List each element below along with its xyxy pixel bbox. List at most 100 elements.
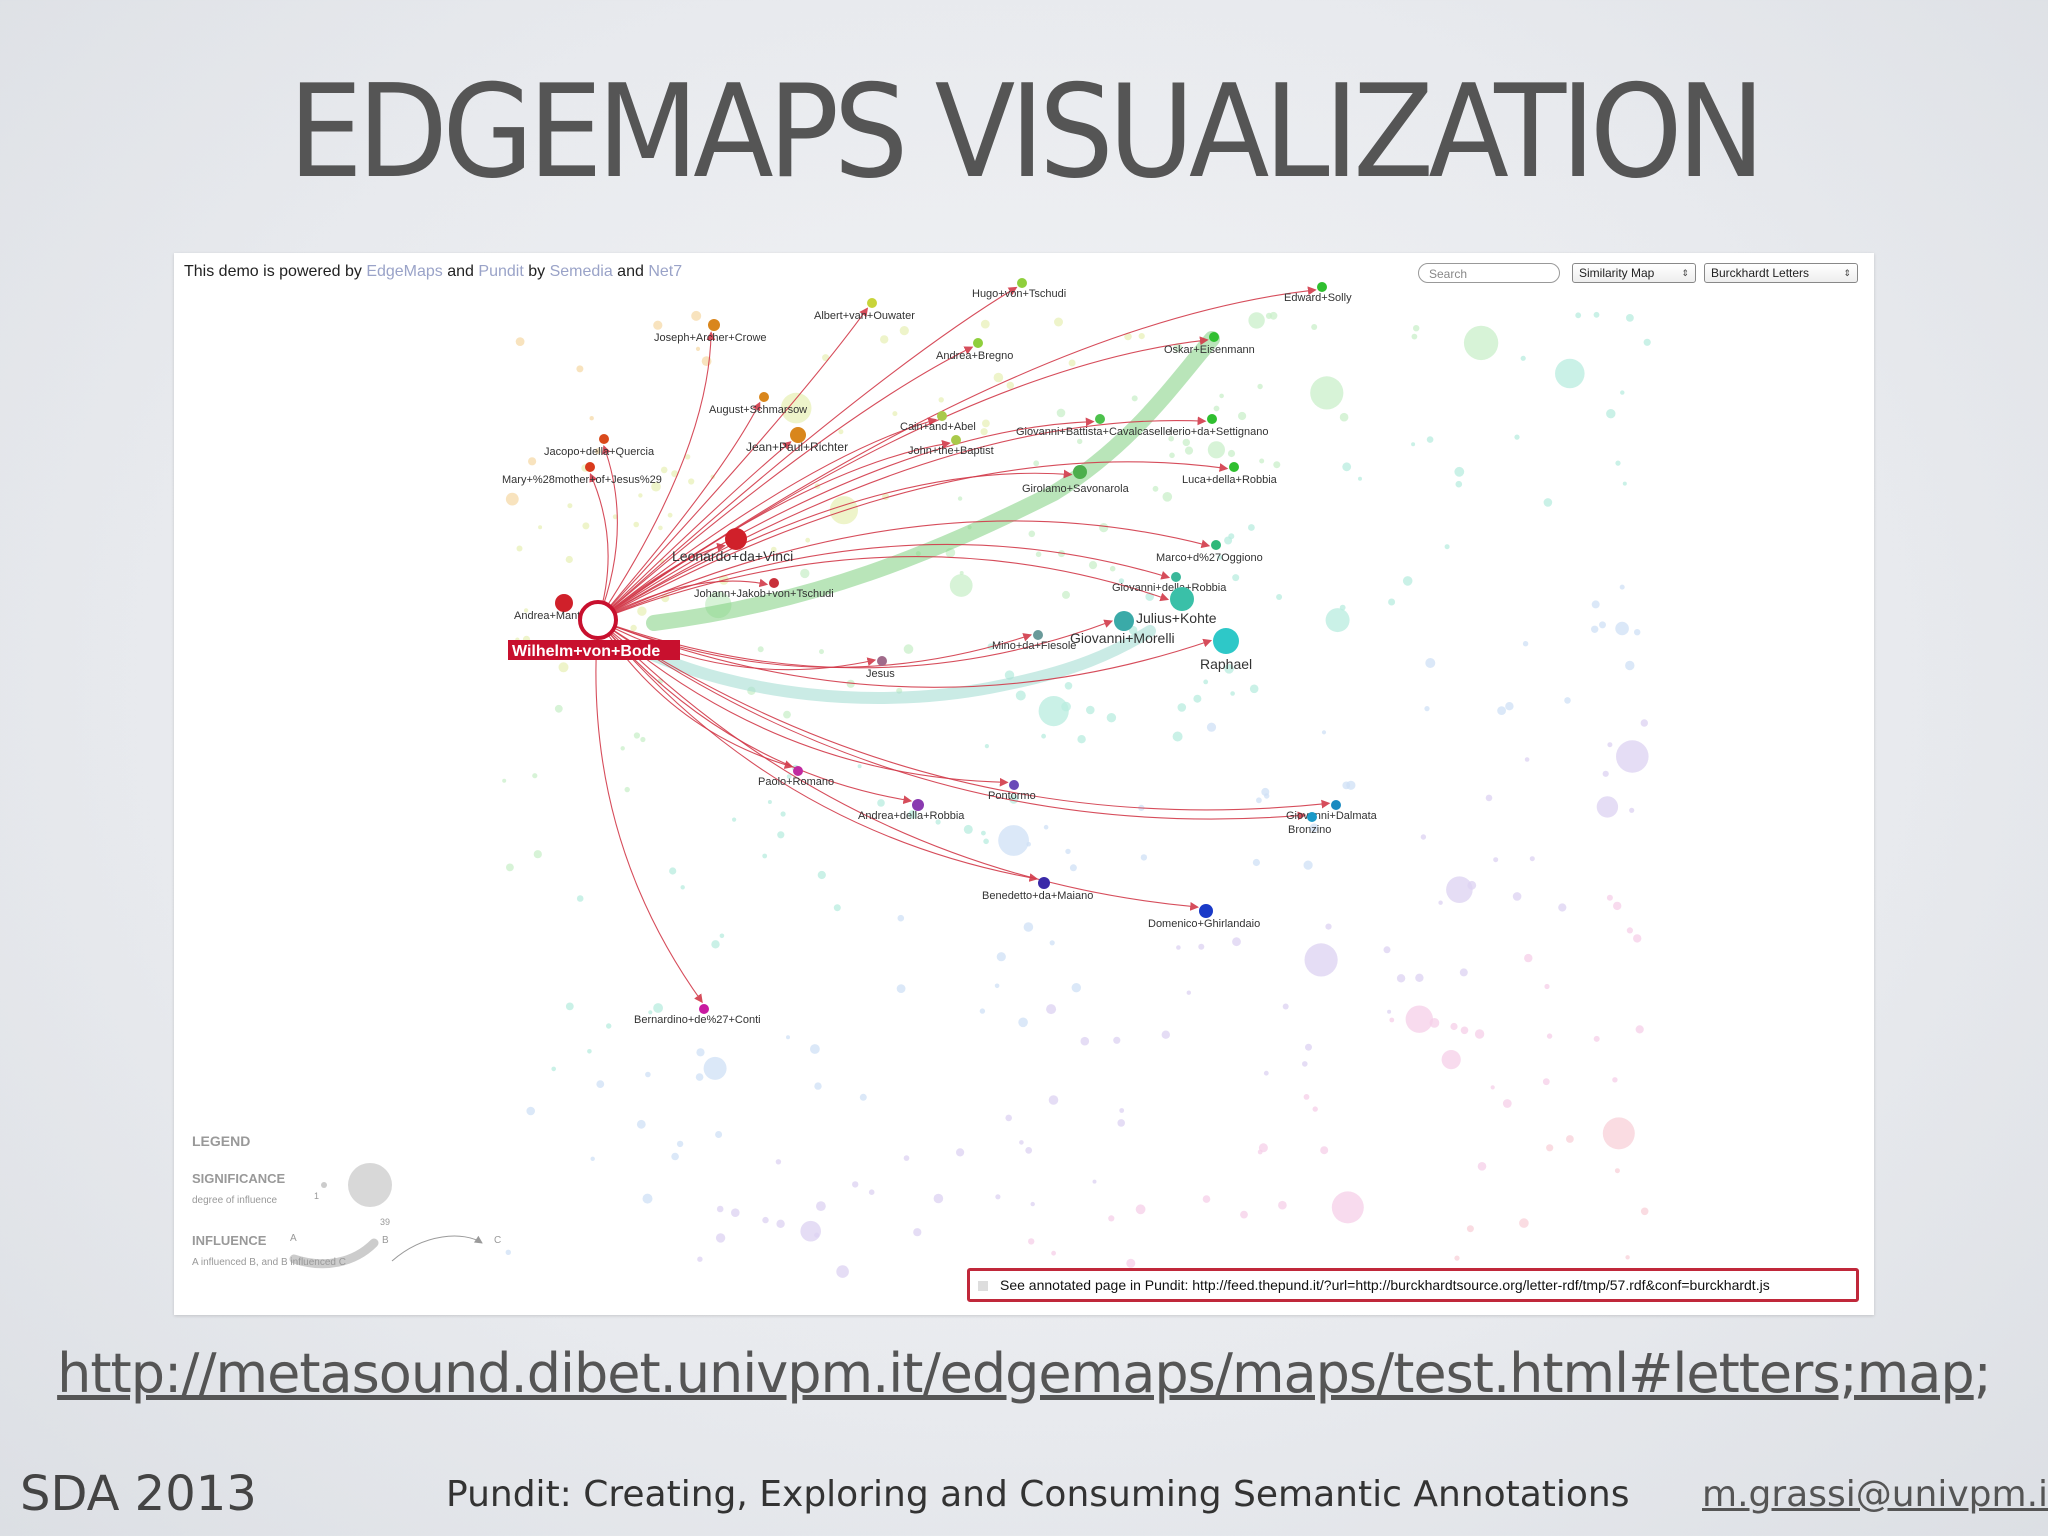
background-node: [516, 545, 523, 552]
background-node: [1405, 1005, 1434, 1033]
background-node: [642, 1193, 653, 1204]
background-node: [833, 904, 841, 912]
background-node: [980, 319, 990, 329]
background-node: [1512, 892, 1522, 901]
node-label: Giovanni+Dalmata: [1286, 810, 1378, 822]
graph-node: [1199, 904, 1213, 918]
background-node: [1477, 1162, 1487, 1171]
background-node: [780, 811, 786, 817]
background-node: [640, 736, 646, 743]
background-node: [896, 984, 906, 993]
background-node: [1018, 1017, 1028, 1028]
legend-size-small: [321, 1182, 327, 1188]
background-node: [1342, 462, 1352, 472]
slide-title: EDGEMAPS VISUALIZATION: [288, 58, 1765, 207]
background-node: [998, 825, 1029, 856]
footer-email[interactable]: m.grassi@univpm.it: [1702, 1474, 2048, 1515]
demo-url-link[interactable]: http://metasound.dibet.univpm.it/edgemap…: [57, 1342, 1975, 1405]
background-node: [1006, 381, 1014, 390]
edgemaps-link[interactable]: EdgeMaps: [366, 263, 443, 280]
background-node: [637, 606, 647, 616]
background-node: [1056, 408, 1066, 418]
background-node: [1446, 876, 1473, 903]
background-node: [1230, 691, 1235, 696]
credit-by: by: [523, 263, 550, 280]
background-node: [554, 704, 563, 713]
background-node: [1625, 660, 1635, 671]
background-node: [606, 1023, 612, 1029]
background-node: [1257, 383, 1263, 390]
net7-link[interactable]: Net7: [648, 263, 683, 280]
semedia-link[interactable]: Semedia: [549, 263, 613, 280]
background-node: [1389, 1017, 1395, 1023]
background-node: [1248, 524, 1255, 531]
influence-edge: [597, 619, 1199, 911]
background-node: [994, 983, 1000, 989]
background-node: [1077, 735, 1086, 744]
background-node: [786, 1035, 790, 1040]
background-node: [1023, 922, 1034, 932]
background-node: [695, 346, 701, 351]
background-node: [1593, 1035, 1600, 1042]
slide-url: http://metasound.dibet.univpm.it/edgemap…: [0, 1342, 2048, 1405]
influence-edge: [597, 520, 1211, 621]
background-node: [1320, 1146, 1329, 1155]
background-node: [660, 466, 668, 474]
background-node: [1088, 561, 1098, 570]
background-node: [1135, 1204, 1146, 1215]
background-node: [1640, 719, 1649, 727]
background-node: [505, 1249, 511, 1255]
node-label: John+the+Baptist: [908, 445, 994, 457]
background-node: [1202, 1195, 1211, 1203]
center-label-bg: [508, 640, 680, 660]
legend-size-large: [348, 1163, 392, 1207]
graph-node: [1209, 332, 1219, 342]
background-node: [1387, 1009, 1392, 1014]
influence-edge: [597, 542, 726, 621]
background-node: [1005, 1114, 1012, 1122]
background-node: [1505, 702, 1514, 711]
background-node: [1273, 461, 1281, 469]
background-node: [1514, 434, 1520, 440]
background-node: [633, 521, 639, 528]
influence-edge: [597, 417, 938, 621]
node-label: Johann+Jakob+von+Tschudi: [694, 588, 834, 600]
graph-node: [867, 298, 877, 308]
background-node: [1182, 438, 1190, 447]
search-input[interactable]: Search: [1418, 263, 1560, 283]
node-label: Andrea+della+Robbia: [858, 810, 965, 822]
background-node: [1413, 325, 1420, 332]
node-label: Benedetto+da+Maiano: [982, 890, 1093, 902]
background-node: [1454, 1255, 1460, 1261]
influence-edge: [597, 619, 877, 671]
node-label: Marco+d%27Oggiono: [1156, 552, 1263, 564]
background-node: [697, 1256, 703, 1262]
background-node: [775, 1159, 782, 1165]
background-node: [1555, 358, 1585, 389]
map-type-select[interactable]: Similarity Map ⇕: [1572, 263, 1696, 283]
annotation-link-box[interactable]: See annotated page in Pundit: http://fee…: [967, 1268, 1859, 1302]
background-node: [532, 773, 538, 779]
select-arrows-icon: ⇕: [1843, 268, 1851, 278]
background-node: [719, 933, 725, 939]
background-node: [1606, 894, 1613, 901]
background-node: [1080, 1036, 1090, 1046]
legend-b: B: [382, 1235, 389, 1246]
node-label: Edward+Solly: [1284, 292, 1352, 304]
background-node: [1640, 1207, 1649, 1216]
background-node: [1152, 485, 1159, 492]
background-node: [1602, 770, 1609, 777]
dataset-select[interactable]: Burckhardt Letters ⇕: [1704, 263, 1858, 283]
background-node: [1325, 923, 1332, 930]
background-node: [1065, 848, 1071, 855]
select-arrows-icon: ⇕: [1681, 268, 1689, 278]
background-node: [589, 416, 594, 421]
background-node: [935, 819, 941, 825]
legend-title: LEGEND: [192, 1133, 251, 1149]
credit-and: and: [442, 263, 479, 280]
legend-a: A: [290, 1233, 297, 1244]
background-node: [1162, 492, 1173, 502]
pundit-link[interactable]: Pundit: [478, 263, 524, 280]
background-node: [620, 746, 625, 751]
background-node: [817, 870, 826, 880]
